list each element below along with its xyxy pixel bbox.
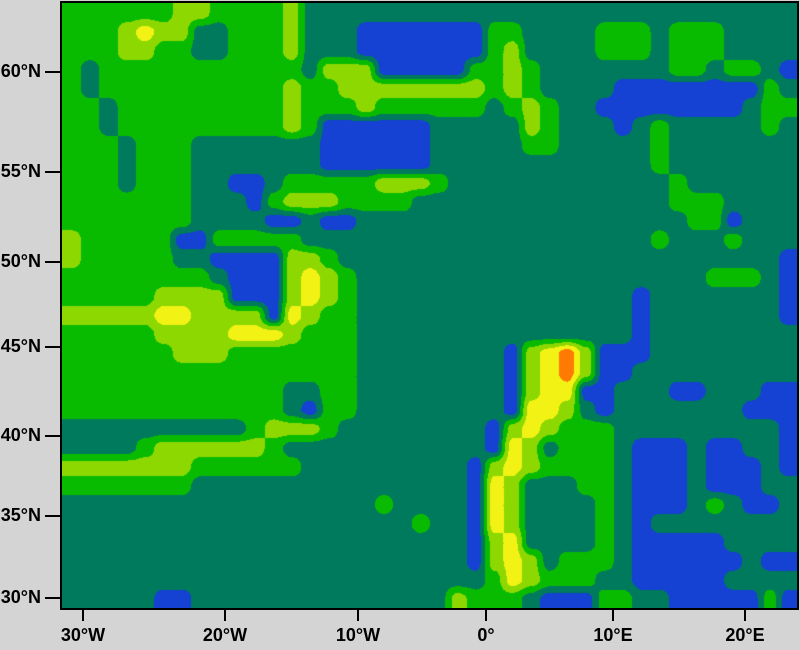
x-tick-label: 30°W — [60, 625, 106, 645]
y-tick-mark — [45, 170, 60, 173]
x-tick-mark — [485, 610, 488, 621]
contour-field-canvas — [62, 3, 797, 608]
y-tick-mark — [45, 70, 60, 73]
y-tick-mark — [45, 596, 60, 599]
x-tick-label: 10°W — [335, 625, 381, 645]
y-tick-mark — [45, 260, 60, 263]
x-tick-label: 0° — [477, 625, 495, 645]
x-tick-label: 10°E — [593, 625, 633, 645]
y-tick-mark — [45, 346, 60, 349]
y-tick-label: 35°N — [0, 505, 41, 526]
y-tick-label: 50°N — [0, 250, 41, 271]
x-tick-mark — [82, 610, 85, 621]
y-tick-mark — [45, 435, 60, 438]
x-tick-mark — [356, 610, 359, 621]
y-tick-label: 60°N — [0, 60, 41, 81]
y-tick-label: 40°N — [0, 425, 41, 446]
plot-frame — [60, 1, 799, 610]
x-tick-mark — [612, 610, 615, 621]
y-tick-mark — [45, 515, 60, 518]
x-tick-mark — [224, 610, 227, 621]
y-tick-label: 45°N — [0, 336, 41, 357]
y-tick-label: 30°N — [0, 586, 41, 607]
y-tick-label: 55°N — [0, 160, 41, 181]
x-tick-label: 20°W — [202, 625, 248, 645]
x-tick-label: 20°E — [725, 625, 765, 645]
x-tick-mark — [744, 610, 747, 621]
